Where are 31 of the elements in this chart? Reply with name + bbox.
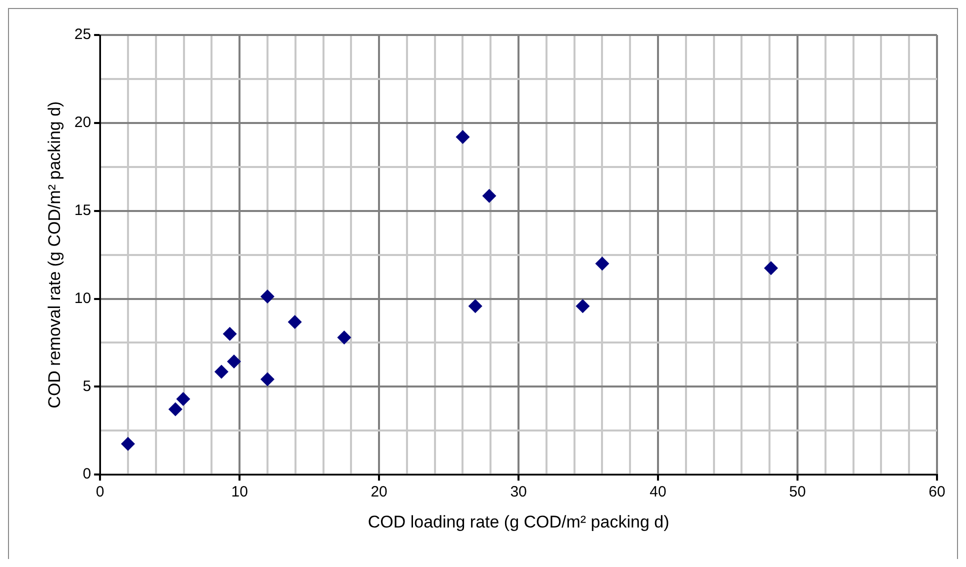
y-tick-label: 15: [74, 202, 92, 219]
point: [214, 364, 228, 379]
x-tick-label: 50: [789, 484, 806, 501]
y-tick-label: 0: [82, 466, 92, 483]
point: [576, 299, 590, 314]
point: [764, 261, 778, 276]
point: [222, 326, 237, 341]
point: [288, 314, 302, 329]
point: [260, 372, 274, 386]
point: [120, 436, 135, 451]
x-tick-label: 30: [510, 484, 527, 501]
y-tick-label: 20: [74, 114, 92, 132]
point: [468, 299, 482, 314]
x-tick-label: 20: [370, 484, 388, 501]
point: [168, 402, 182, 416]
point: [260, 289, 274, 304]
x-tick-label: 0: [96, 484, 104, 501]
x-axis-title: COD loading rate (g COD/m² packing d): [368, 512, 670, 532]
y-tick-label: 10: [74, 290, 92, 307]
point: [226, 354, 241, 369]
y-axis-title: COD removal rate (g COD/m² packing d): [44, 101, 64, 408]
y-tick-label: 25: [74, 26, 92, 44]
x-tick-label: 60: [928, 484, 946, 501]
y-tick-label: 5: [82, 378, 92, 395]
point: [482, 188, 496, 203]
point: [337, 330, 352, 344]
point: [595, 256, 610, 271]
point: [456, 130, 470, 144]
x-tick-label: 40: [650, 484, 666, 501]
point: [176, 392, 190, 406]
x-tick-label: 10: [231, 484, 248, 501]
